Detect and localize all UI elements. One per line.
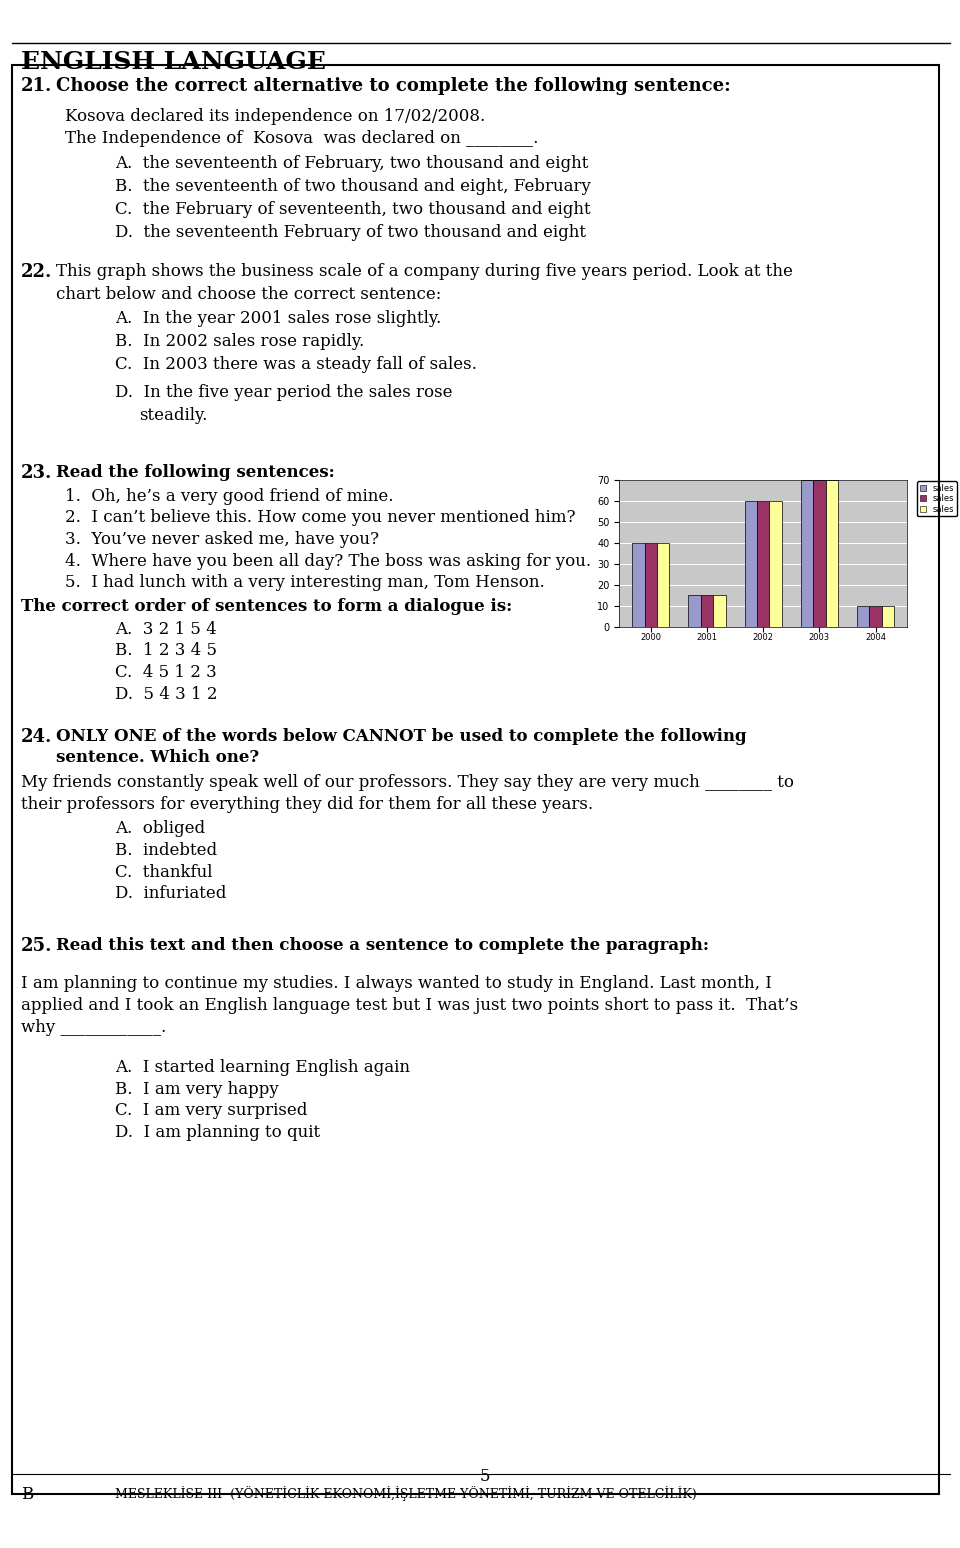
Text: B.  I am very happy: B. I am very happy (115, 1081, 279, 1098)
Text: 23.: 23. (21, 464, 53, 483)
Bar (757, 502, 769, 627)
Text: ENGLISH LANGUAGE: ENGLISH LANGUAGE (21, 50, 326, 74)
Text: D.  5 4 3 1 2: D. 5 4 3 1 2 (115, 686, 218, 703)
Text: chart below and choose the correct sentence:: chart below and choose the correct sente… (56, 286, 441, 303)
Text: 24.: 24. (21, 728, 53, 746)
Text: A.  In the year 2001 sales rose slightly.: A. In the year 2001 sales rose slightly. (115, 310, 442, 327)
Text: MESLEKLİSE III  (YÖNETİCLİK EKONOMİ,İŞLETME YÖNETİMİ, TURİZM VE OTELCİLİK): MESLEKLİSE III (YÖNETİCLİK EKONOMİ,İŞLET… (115, 1486, 697, 1502)
Text: 2.  I can’t believe this. How come you never mentioned him?: 2. I can’t believe this. How come you ne… (65, 509, 576, 526)
Bar (801, 480, 813, 627)
Bar (713, 596, 726, 627)
Text: My friends constantly speak well of our professors. They say they are very much : My friends constantly speak well of our … (21, 774, 794, 791)
Text: ONLY ONE of the words below CANNOT be used to complete the following: ONLY ONE of the words below CANNOT be us… (56, 728, 746, 745)
Bar (633, 543, 645, 627)
Text: B.  1 2 3 4 5: B. 1 2 3 4 5 (115, 642, 217, 659)
Text: B.  the seventeenth of two thousand and eight, February: B. the seventeenth of two thousand and e… (115, 178, 591, 195)
Bar (870, 605, 881, 627)
Text: D.  In the five year period the sales rose: D. In the five year period the sales ros… (115, 384, 453, 401)
Text: The correct order of sentences to form a dialogue is:: The correct order of sentences to form a… (21, 598, 513, 615)
Text: why ____________.: why ____________. (21, 1019, 166, 1036)
Text: 22.: 22. (21, 263, 53, 282)
Text: applied and I took an English language test but I was just two points short to p: applied and I took an English language t… (21, 997, 799, 1014)
Text: 3.  You’ve never asked me, have you?: 3. You’ve never asked me, have you? (65, 531, 379, 548)
Text: A.  obliged: A. obliged (115, 820, 205, 837)
Text: 21.: 21. (21, 77, 53, 96)
Text: 25.: 25. (21, 937, 53, 955)
Text: 5: 5 (480, 1468, 491, 1485)
Text: D.  infuriated: D. infuriated (115, 885, 227, 902)
Text: B: B (21, 1486, 34, 1503)
Text: 4.  Where have you been all day? The boss was asking for you.: 4. Where have you been all day? The boss… (65, 553, 591, 570)
Text: B.  indebted: B. indebted (115, 842, 217, 859)
Bar (769, 502, 781, 627)
Text: C.  I am very surprised: C. I am very surprised (115, 1102, 307, 1119)
Bar (813, 480, 826, 627)
Text: 5.  I had lunch with a very interesting man, Tom Henson.: 5. I had lunch with a very interesting m… (65, 574, 545, 591)
Text: D.  I am planning to quit: D. I am planning to quit (115, 1124, 321, 1141)
Text: A.  I started learning English again: A. I started learning English again (115, 1059, 410, 1076)
Text: Kosova declared its independence on 17/02/2008.: Kosova declared its independence on 17/0… (65, 108, 486, 125)
Text: Choose the correct alternative to complete the following sentence:: Choose the correct alternative to comple… (56, 77, 731, 96)
Text: C.  In 2003 there was a steady fall of sales.: C. In 2003 there was a steady fall of sa… (115, 356, 477, 373)
Text: The Independence of  Kosova  was declared on ________.: The Independence of Kosova was declared … (65, 130, 539, 147)
Text: their professors for everything they did for them for all these years.: their professors for everything they did… (21, 796, 593, 813)
Text: C.  the February of seventeenth, two thousand and eight: C. the February of seventeenth, two thou… (115, 201, 590, 218)
Text: A.  3 2 1 5 4: A. 3 2 1 5 4 (115, 621, 217, 638)
Bar (688, 596, 701, 627)
Text: D.  the seventeenth February of two thousand and eight: D. the seventeenth February of two thous… (115, 224, 587, 241)
Bar (645, 543, 657, 627)
Text: This graph shows the business scale of a company during five years period. Look : This graph shows the business scale of a… (56, 263, 793, 280)
Bar (826, 480, 838, 627)
Bar (881, 605, 894, 627)
Text: C.  thankful: C. thankful (115, 864, 213, 881)
Text: C.  4 5 1 2 3: C. 4 5 1 2 3 (115, 664, 217, 681)
Text: sentence. Which one?: sentence. Which one? (56, 749, 259, 766)
Text: B.  In 2002 sales rose rapidly.: B. In 2002 sales rose rapidly. (115, 333, 365, 350)
Bar (857, 605, 870, 627)
Text: I am planning to continue my studies. I always wanted to study in England. Last : I am planning to continue my studies. I … (21, 975, 772, 992)
Bar (701, 596, 713, 627)
Bar (745, 502, 757, 627)
Legend: sales, sales, sales: sales, sales, sales (917, 481, 957, 517)
Bar (657, 543, 669, 627)
Text: 1.  Oh, he’s a very good friend of mine.: 1. Oh, he’s a very good friend of mine. (65, 488, 394, 505)
Text: Read this text and then choose a sentence to complete the paragraph:: Read this text and then choose a sentenc… (56, 937, 708, 954)
Text: A.  the seventeenth of February, two thousand and eight: A. the seventeenth of February, two thou… (115, 155, 588, 172)
Text: Read the following sentences:: Read the following sentences: (56, 464, 334, 481)
Text: steadily.: steadily. (139, 407, 207, 424)
